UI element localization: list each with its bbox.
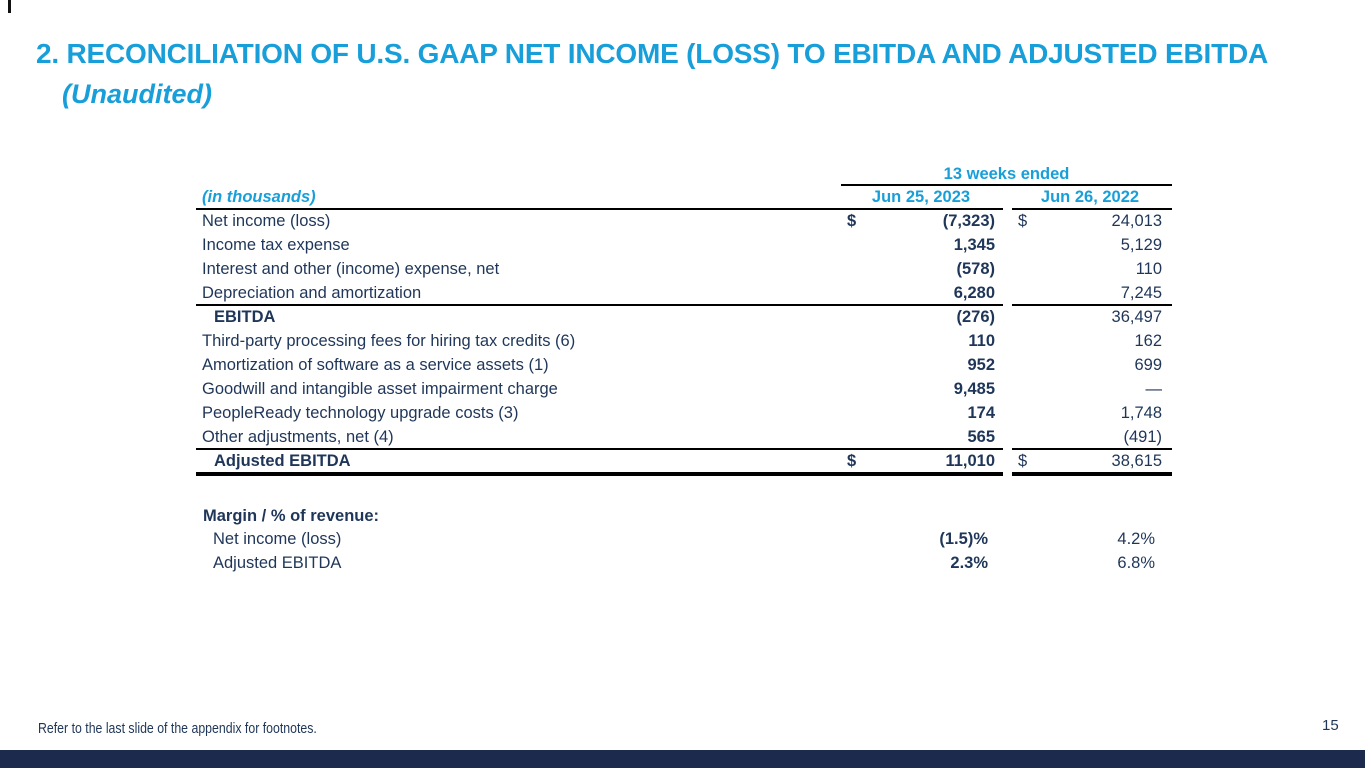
value-2023: 1,345 — [953, 236, 995, 254]
table-row: Income tax expense 1,345 5,129 — [196, 234, 1172, 258]
reconciliation-table: 13 weeks ended (in thousands) Jun 25, 20… — [196, 163, 1172, 476]
value-2022: — — [1145, 380, 1163, 398]
row-label: Net income (loss) — [202, 212, 331, 230]
footnote-reference: Refer to the last slide of the appendix … — [38, 721, 317, 737]
row-label: PeopleReady technology upgrade costs (3) — [202, 404, 519, 422]
value-2022: 5,129 — [1120, 236, 1162, 254]
table-row: Goodwill and intangible asset impairment… — [196, 378, 1172, 402]
value-2022: 699 — [1134, 356, 1162, 374]
column-gap — [1003, 186, 1012, 210]
value-2023: 2.3% — [950, 554, 988, 572]
table-period-header-row: 13 weeks ended — [196, 163, 1172, 186]
value-2022: 110 — [1135, 260, 1162, 278]
page-number: 15 — [1322, 717, 1339, 734]
table-row: Interest and other (income) expense, net… — [196, 258, 1172, 282]
value-2023: 174 — [967, 404, 995, 422]
value-2022: 1,748 — [1120, 404, 1162, 422]
row-label: Third-party processing fees for hiring t… — [202, 332, 576, 350]
page-title: 2. RECONCILIATION OF U.S. GAAP NET INCOM… — [36, 38, 1269, 69]
value-2023: (276) — [956, 308, 995, 326]
value-2022: 7,245 — [1120, 284, 1162, 302]
table-row: PeopleReady technology upgrade costs (3)… — [196, 402, 1172, 426]
value-2022: 36,497 — [1111, 308, 1162, 326]
value-2023: 565 — [967, 428, 995, 446]
currency-sign: $ — [1018, 452, 1028, 470]
value-2023: (7,323) — [942, 212, 995, 230]
table-row: Third-party processing fees for hiring t… — [196, 330, 1172, 354]
table-column-header-row: (in thousands) Jun 25, 2023 Jun 26, 2022 — [196, 186, 1172, 210]
currency-sign: $ — [1018, 212, 1028, 230]
value-2022: 6.8% — [1117, 554, 1155, 572]
value-2023: 952 — [967, 356, 995, 374]
corner-mark — [8, 0, 11, 13]
table-row: Net income (loss) $ (7,323) $24,013 — [196, 210, 1172, 234]
row-label: Net income (loss) — [213, 530, 342, 548]
margin-section: Margin / % of revenue: Net income (loss)… — [196, 504, 1172, 576]
table-row: Other adjustments, net (4) 565 (491) — [196, 426, 1172, 450]
value-2023: 6,280 — [953, 284, 995, 302]
row-label: Adjusted EBITDA — [196, 450, 841, 476]
row-label: Interest and other (income) expense, net — [202, 260, 500, 278]
row-label: Depreciation and amortization — [196, 282, 841, 306]
currency-sign: $ — [847, 452, 857, 470]
value-2023: (1.5)% — [939, 530, 988, 548]
units-label: (in thousands) — [196, 186, 841, 210]
margin-section-title: Margin / % of revenue: — [203, 507, 380, 525]
value-2022: 162 — [1134, 332, 1162, 350]
column-header-2023: Jun 25, 2023 — [841, 186, 1003, 210]
currency-sign: $ — [847, 212, 857, 230]
column-header-2022: Jun 26, 2022 — [1012, 186, 1172, 210]
value-2023: 9,485 — [953, 380, 995, 398]
table-row: Amortization of software as a service as… — [196, 354, 1172, 378]
value-2022: (491) — [1123, 428, 1162, 446]
margin-row: Adjusted EBITDA 2.3% 6.8% — [196, 552, 1172, 576]
row-label: Goodwill and intangible asset impairment… — [202, 380, 558, 398]
value-2022: 38,615 — [1111, 452, 1162, 470]
value-2023: (578) — [956, 260, 995, 278]
margin-row: Net income (loss) (1.5)% 4.2% — [196, 528, 1172, 552]
bottom-bar — [0, 750, 1365, 768]
value-2023: 110 — [968, 332, 995, 350]
table-row-adjusted-ebitda: Adjusted EBITDA $11,010 $38,615 — [196, 450, 1172, 476]
value-2022: 24,013 — [1111, 212, 1162, 230]
title-block: 2. RECONCILIATION OF U.S. GAAP NET INCOM… — [36, 36, 1326, 111]
period-header: 13 weeks ended — [841, 163, 1172, 186]
value-2022: 4.2% — [1117, 530, 1155, 548]
table-row-ebitda: EBITDA (276) 36,497 — [196, 306, 1172, 330]
table-row: Depreciation and amortization 6,280 7,24… — [196, 282, 1172, 306]
value-2023: 11,010 — [945, 452, 995, 470]
row-label: Income tax expense — [202, 236, 350, 254]
page-subtitle: (Unaudited) — [62, 79, 212, 109]
spacer-cell — [196, 163, 841, 186]
row-label: Adjusted EBITDA — [213, 554, 342, 572]
row-label: EBITDA — [214, 308, 276, 326]
row-label: Other adjustments, net (4) — [196, 426, 841, 450]
row-label: Amortization of software as a service as… — [202, 356, 549, 374]
